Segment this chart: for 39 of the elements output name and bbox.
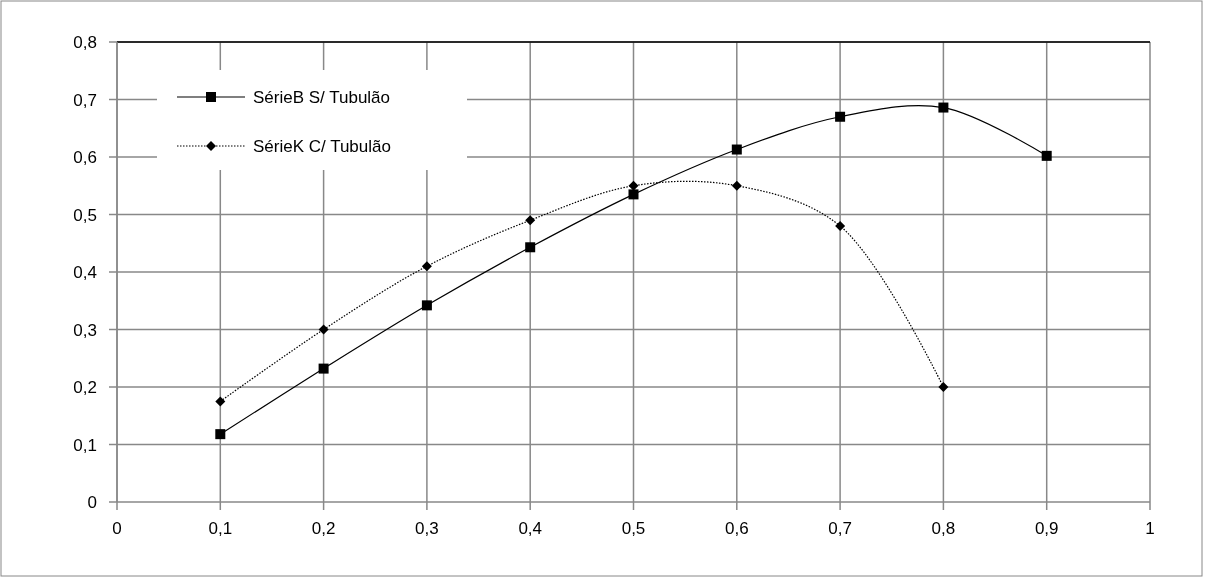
x-tick-label: 0,5 (621, 519, 646, 538)
legend-label: SérieK C/ Tubulão (253, 137, 391, 156)
x-tick-label: 0 (112, 519, 122, 538)
y-tick-label: 0,4 (73, 263, 97, 282)
x-tick-label: 0,2 (311, 519, 336, 538)
point (731, 144, 742, 155)
y-tick-label: 0,3 (73, 320, 97, 340)
point (628, 180, 639, 191)
point (938, 382, 949, 392)
x-tick-label: 0,7 (828, 519, 852, 538)
point (1041, 150, 1052, 161)
x-tick-label: 0,3 (415, 519, 439, 538)
y-tick-label: 0,2 (73, 378, 97, 397)
y-tick-label: 0,8 (73, 33, 97, 52)
point (421, 300, 432, 311)
point (628, 189, 639, 200)
point (318, 363, 329, 374)
point (835, 221, 846, 231)
x-tick-label: 1 (1145, 519, 1155, 538)
y-tick-label: 0,7 (73, 90, 97, 110)
y-tick-label: 0,5 (73, 205, 97, 225)
point (318, 324, 329, 335)
point (731, 180, 742, 191)
x-tick-label: 0,1 (208, 519, 233, 538)
legend-label: SérieB S/ Tubulão (253, 88, 391, 107)
x-tick-label: 0,4 (518, 519, 543, 538)
point (215, 396, 226, 407)
point (525, 215, 536, 226)
point (835, 111, 846, 122)
y-tick-label: 0,1 (73, 435, 97, 455)
point (421, 261, 432, 272)
point (215, 429, 226, 440)
x-tick-label: 0,9 (1034, 519, 1059, 538)
point (525, 242, 536, 253)
x-tick-label: 0,6 (724, 519, 749, 538)
y-tick-label: 0 (87, 493, 97, 512)
x-tick-label: 0,8 (931, 519, 956, 538)
point (938, 102, 949, 113)
y-tick-label: 0,6 (73, 148, 97, 167)
